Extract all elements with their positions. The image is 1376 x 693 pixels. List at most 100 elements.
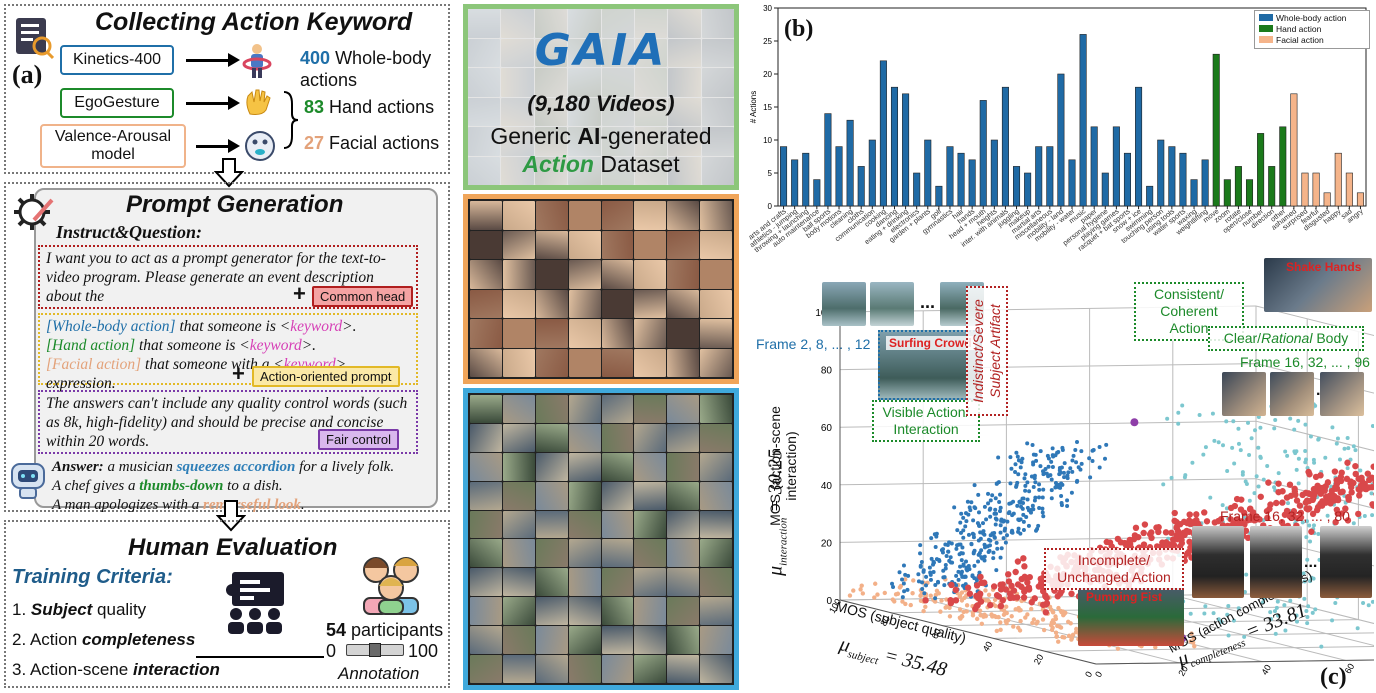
hand-point xyxy=(1254,474,1259,479)
mosaic-tile xyxy=(667,289,700,318)
bar-hands xyxy=(968,159,976,207)
subject-point xyxy=(1309,510,1317,518)
pumping-label: Pumping Fist xyxy=(1086,590,1162,604)
bar-mobility-water xyxy=(1068,159,1076,207)
bar-swimming xyxy=(1146,185,1154,207)
highlight-point xyxy=(1130,418,1139,427)
bar-electronics xyxy=(913,172,921,207)
whole-body-point xyxy=(963,574,968,579)
whole-body-point xyxy=(902,589,907,594)
criteria-1-bold: Subject xyxy=(30,600,93,619)
facial-point xyxy=(1018,618,1023,624)
whole-body-point xyxy=(920,580,925,585)
whole-body-point xyxy=(942,583,947,588)
whole-body-point xyxy=(988,498,993,503)
gaia-line2: Action Dataset xyxy=(468,151,734,178)
hand-point xyxy=(1355,626,1360,631)
hand-point xyxy=(1220,503,1225,508)
whole-body-point xyxy=(936,580,941,585)
subject-point xyxy=(1264,514,1271,522)
mosaic-tile xyxy=(700,395,732,423)
bar-eating-drinking xyxy=(902,93,910,207)
whole-body-point xyxy=(993,522,998,527)
hand-point xyxy=(1313,607,1318,612)
facial-point xyxy=(1190,640,1196,645)
mosaic-tile xyxy=(668,156,701,185)
whole-body-point xyxy=(995,546,1000,551)
hand-point xyxy=(1226,604,1231,609)
whole-body-point xyxy=(991,556,996,561)
hand-point xyxy=(1272,609,1277,614)
mosaic-tile xyxy=(535,568,568,597)
whole-body-point xyxy=(1018,500,1023,505)
legend-facial-text: Facial action xyxy=(1276,35,1324,45)
mosaic-tile xyxy=(568,348,601,377)
whole-body-point xyxy=(1049,496,1054,501)
mosaic-tile xyxy=(701,97,734,126)
clear-post: Body xyxy=(1312,330,1349,346)
whole-body-point xyxy=(988,543,993,548)
whole-body-point xyxy=(970,573,975,578)
y-tick-label: 5 xyxy=(768,169,773,178)
mosaic-tile xyxy=(668,97,701,126)
hand-point xyxy=(1275,599,1280,604)
whole-body-point xyxy=(1075,439,1080,444)
mosaic-tile xyxy=(535,395,568,423)
whole-body-point xyxy=(924,583,929,588)
mosaic-tile xyxy=(470,568,502,597)
mosaic-tile xyxy=(502,481,535,510)
mosaic-tile xyxy=(634,260,667,289)
whole-body-point xyxy=(933,596,938,601)
subject-point xyxy=(1370,463,1376,470)
mosaic-tile xyxy=(634,423,667,452)
criteria-1-rest: quality xyxy=(92,600,147,619)
facial-point xyxy=(1153,644,1158,650)
whole-body-point xyxy=(1013,470,1018,475)
mosaic-tile xyxy=(502,348,535,377)
gaia-l1-post: -generated xyxy=(600,123,712,149)
subject-point xyxy=(1141,521,1149,528)
whole-body-point xyxy=(897,570,902,575)
criteria-title-text: Training Criteria xyxy=(12,566,167,588)
surf-frame-2 xyxy=(870,282,914,326)
subject-point xyxy=(1010,587,1018,594)
hand-point xyxy=(1306,604,1311,609)
whole-body-point xyxy=(988,514,993,519)
chart-legend: Whole-body action Hand action Facial act… xyxy=(1254,10,1370,49)
hand-point xyxy=(1261,477,1266,482)
whole-body-point xyxy=(1041,469,1046,474)
subject-point xyxy=(999,581,1006,588)
facial-point xyxy=(939,598,944,603)
hand-point xyxy=(1203,445,1208,450)
subject-point xyxy=(1042,609,1050,616)
mosaic-tile xyxy=(634,127,668,156)
mu-interaction: μinteraction = 30.25 xyxy=(764,449,790,576)
frames-c-label: Frame 16, 32, ... , 80 xyxy=(1220,508,1350,524)
mosaic-tile xyxy=(502,319,535,348)
mosaic-tile xyxy=(501,156,534,185)
facial-point xyxy=(1053,616,1059,622)
hand-point xyxy=(1313,403,1318,408)
bar-open-close xyxy=(1245,179,1254,207)
whole-body-point xyxy=(993,496,998,501)
y-tick-label: 10 xyxy=(763,136,772,145)
mid-facial: that someone with a < xyxy=(141,356,284,373)
common-text: I want you to act as a prompt generator … xyxy=(46,250,386,305)
hand-point xyxy=(1188,611,1193,616)
whole-body-point xyxy=(997,509,1002,514)
bar-cooking xyxy=(879,60,887,207)
whole-body-point xyxy=(978,530,983,535)
whole-body-point xyxy=(1018,465,1023,470)
legend-hand-text: Hand action xyxy=(1276,24,1322,34)
mosaic-tile xyxy=(601,395,634,423)
z-tick-label: 20 xyxy=(821,538,833,549)
slider-thumb xyxy=(369,643,381,657)
bar-racquet-bat-sports xyxy=(1123,152,1131,207)
answer-2-pre: A chef gives a xyxy=(52,478,140,494)
criteria-3-bold: interaction xyxy=(132,660,220,679)
bar-paper xyxy=(1090,126,1098,207)
mosaic-tile xyxy=(601,260,634,289)
mosaic-tile xyxy=(535,260,568,289)
mosaic-tile xyxy=(634,319,667,348)
